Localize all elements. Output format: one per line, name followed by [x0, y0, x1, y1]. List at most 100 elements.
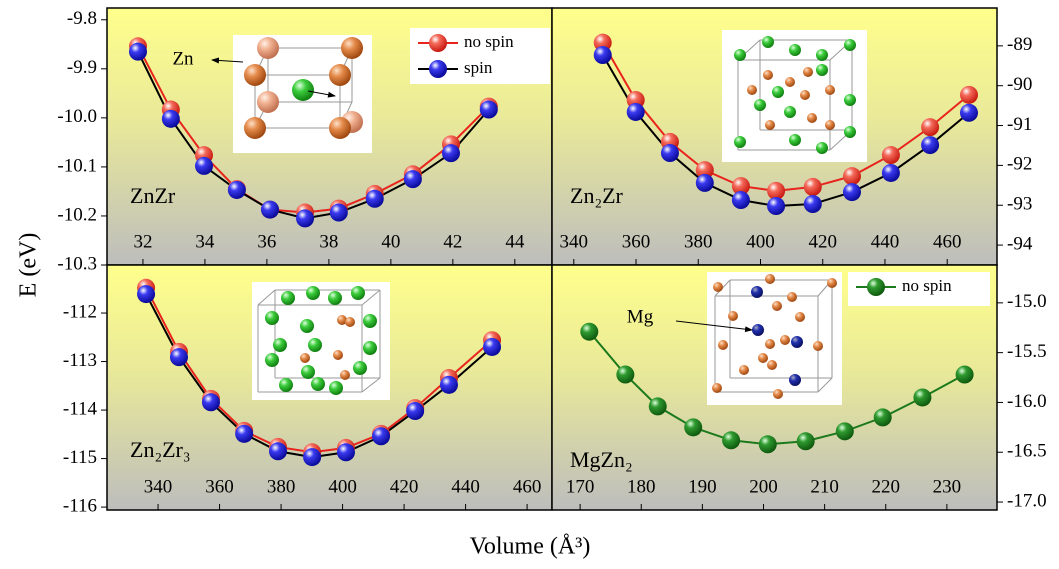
x-tick-label: 440 [451, 476, 480, 497]
x-tick-label: 34 [195, 231, 215, 252]
x-tick-label: 380 [267, 476, 296, 497]
x-tick-label: 460 [933, 231, 962, 252]
x-tick-label: 420 [390, 476, 419, 497]
data-point [696, 174, 714, 192]
y-tick-label: -89 [1007, 34, 1032, 55]
data-point [580, 323, 598, 341]
data-point [722, 431, 740, 449]
x-tick-label: 38 [319, 231, 338, 252]
y-tick-label: -15.0 [1007, 291, 1047, 312]
x-tick-label: 36 [257, 231, 276, 252]
x-tick-label: 210 [810, 476, 839, 497]
y-tick-label: -112 [63, 301, 97, 322]
x-tick-label: 360 [205, 476, 234, 497]
data-point [337, 443, 355, 461]
panel-label: ZnZr [130, 183, 176, 208]
data-point [661, 144, 679, 162]
data-point [921, 118, 939, 136]
y-tick-label: -94 [1007, 233, 1033, 254]
y-tick-label: -113 [63, 350, 97, 371]
x-tick-label: 220 [872, 476, 901, 497]
data-point [235, 425, 253, 443]
data-point [440, 376, 458, 394]
data-point [732, 191, 750, 209]
x-tick-label: 44 [505, 231, 525, 252]
data-point [759, 435, 777, 453]
y-axis-label: E (eV) [16, 233, 42, 298]
data-point [843, 183, 861, 201]
x-tick-label: 380 [684, 231, 713, 252]
x-axis-label: Volume (Å³) [470, 534, 591, 560]
data-point [442, 144, 460, 162]
x-tick-label: 460 [513, 476, 542, 497]
data-point [296, 209, 314, 227]
data-point [372, 427, 390, 445]
annotation: Zn [172, 48, 194, 69]
x-tick-label: 360 [622, 231, 651, 252]
x-tick-label: 170 [566, 476, 595, 497]
x-tick-label: 190 [688, 476, 717, 497]
x-tick-label: 200 [749, 476, 778, 497]
y-tick-label: -10.1 [57, 155, 97, 176]
x-tick-label: 400 [746, 231, 775, 252]
y-tick-label: -115 [63, 447, 97, 468]
data-point [960, 86, 978, 104]
data-point [921, 136, 939, 154]
data-point [882, 146, 900, 164]
y-tick-label: -10.0 [57, 106, 97, 127]
data-point [129, 43, 147, 61]
x-tick-label: 42 [443, 231, 462, 252]
x-tick-label: 230 [933, 476, 962, 497]
data-point [483, 338, 501, 356]
x-tick-label: 40 [381, 231, 400, 252]
y-tick-label: -10.2 [57, 204, 97, 225]
legend-marker [867, 278, 885, 296]
data-point [836, 422, 854, 440]
y-tick-label: -90 [1007, 74, 1032, 95]
data-point [843, 167, 861, 185]
data-point [767, 197, 785, 215]
data-point [202, 393, 220, 411]
x-tick-label: 340 [144, 476, 173, 497]
data-point [170, 348, 188, 366]
inset-zn2zr [722, 30, 867, 162]
data-point [366, 190, 384, 208]
y-tick-label: -114 [63, 398, 98, 419]
y-tick-label: -16.0 [1007, 391, 1047, 412]
x-tick-label: 420 [808, 231, 837, 252]
data-point [649, 397, 667, 415]
legend-label: no spin [902, 276, 952, 295]
data-point [261, 201, 279, 219]
data-point [330, 204, 348, 222]
data-point [137, 285, 155, 303]
x-tick-label: 180 [627, 476, 656, 497]
data-point [162, 110, 180, 128]
y-tick-label: -17.0 [1007, 490, 1047, 511]
data-point [404, 170, 422, 188]
legend-label: no spin [464, 32, 514, 51]
y-tick-label: -91 [1007, 114, 1032, 135]
data-point [874, 408, 892, 426]
legend-marker [429, 34, 447, 52]
x-tick-label: 340 [560, 231, 589, 252]
data-point [684, 418, 702, 436]
data-point [480, 101, 498, 119]
data-point [804, 178, 822, 196]
figure: 32343638404244-9.8-9.9-10.0-10.1-10.2-10… [0, 0, 1059, 569]
data-point [913, 388, 931, 406]
y-tick-label: -9.8 [67, 8, 97, 29]
data-point [228, 181, 246, 199]
y-tick-label: -116 [63, 495, 97, 516]
panel-label: Zn₂Zr [570, 183, 624, 208]
y-tick-label: -10.3 [57, 253, 97, 274]
data-point [303, 448, 321, 466]
panel-label: MgZn₂ [570, 447, 633, 472]
x-tick-label: 32 [133, 231, 152, 252]
data-point [882, 164, 900, 182]
inset-znzr [212, 35, 372, 153]
data-point [797, 432, 815, 450]
y-tick-label: -93 [1007, 194, 1032, 215]
x-tick-label: 400 [328, 476, 357, 497]
legend-label: spin [464, 58, 493, 77]
